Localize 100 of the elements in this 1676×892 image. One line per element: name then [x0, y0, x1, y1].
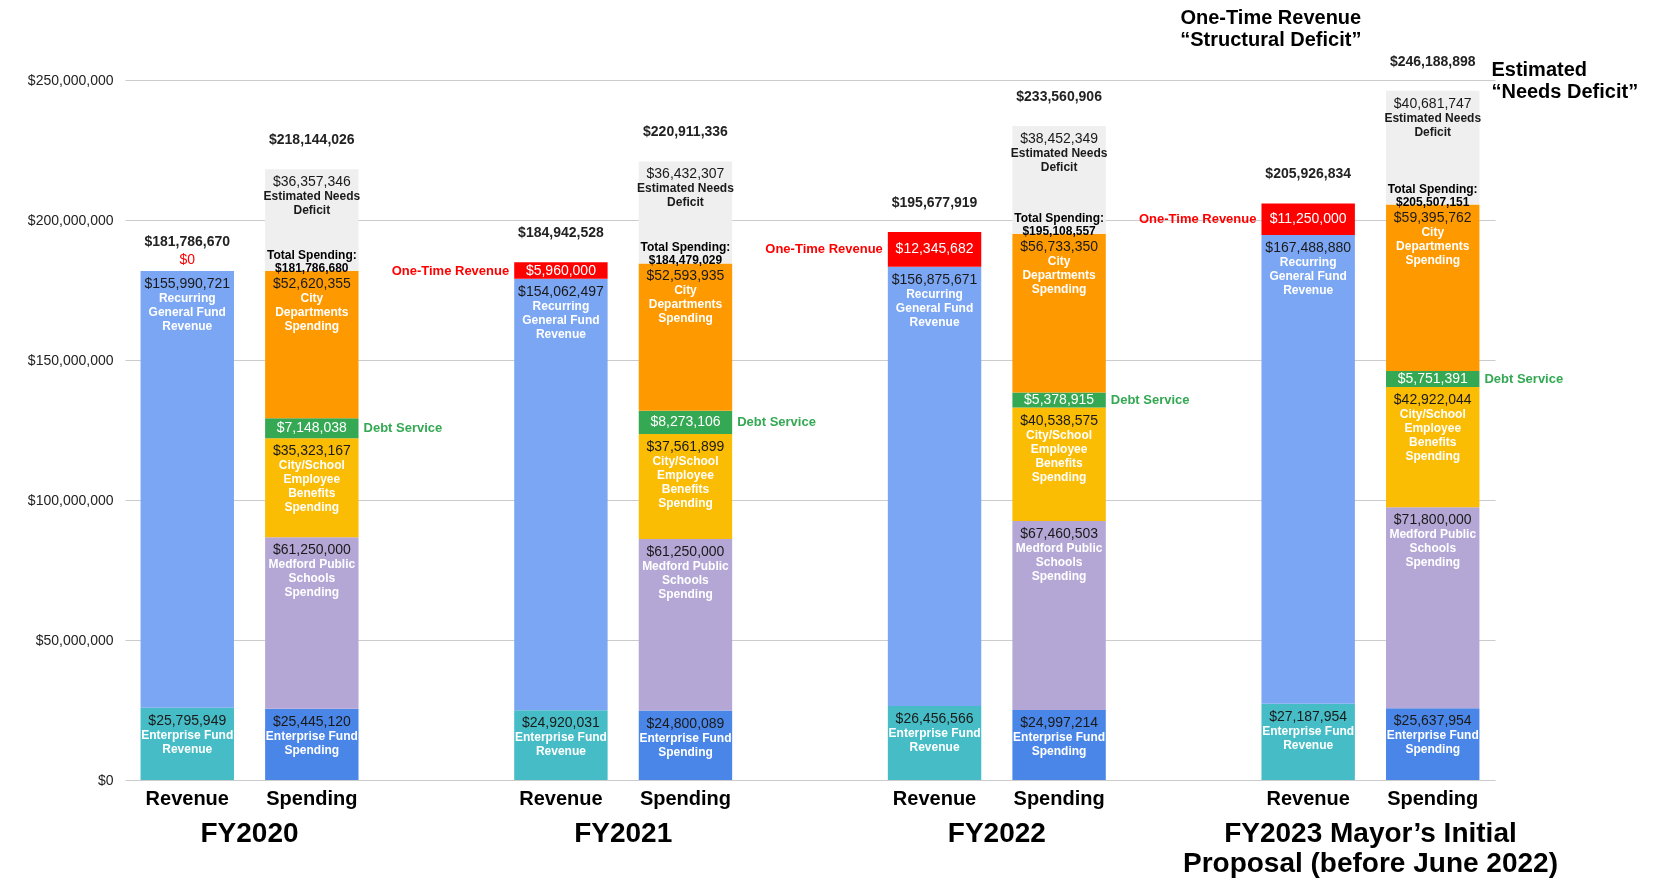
- text: FY2020: [200, 817, 299, 848]
- text: Estimated Needs Deficit: [263, 189, 361, 218]
- text: City Departments Spending: [1022, 253, 1096, 296]
- text: Medford Public Schools Spending: [642, 559, 729, 602]
- series-label: Debt Service: [363, 420, 443, 436]
- data-label: $40,681,747: [1393, 94, 1472, 111]
- total-label: $184,942,528: [518, 224, 604, 241]
- series-label: City Departments Spending: [275, 291, 349, 333]
- data-label: $155,990,721: [144, 275, 231, 291]
- bar: [887, 266, 982, 706]
- annotation: Total Spending: $184,479,029: [640, 240, 731, 268]
- data-label: $156,875,671: [891, 270, 978, 287]
- x-tick-label: Revenue: [145, 786, 229, 809]
- y-tick-label: $200,000,000: [27, 211, 114, 228]
- data-label: $27,187,954: [1269, 707, 1348, 724]
- text: Enterprise Fund Spending: [1386, 728, 1479, 757]
- data-label: $26,456,566: [895, 709, 974, 726]
- x-tick-label: Revenue: [892, 786, 977, 809]
- text: City/School Employee Benefits Spending: [652, 453, 719, 510]
- text: Medford Public Schools Spending: [1389, 527, 1477, 570]
- text: Enterprise Fund Spending: [1013, 730, 1106, 759]
- bar: [1012, 521, 1106, 711]
- text: Recurring General Fund Revenue: [148, 291, 226, 333]
- text: One-Time Revenue: [391, 262, 510, 278]
- text: Recurring General Fund Revenue: [895, 286, 974, 329]
- x-tick-label: Revenue: [1266, 786, 1350, 809]
- data-label: $61,250,000: [272, 541, 351, 558]
- total-label: $246,188,898: [1389, 52, 1476, 69]
- data-label: $167,488,880: [1265, 238, 1352, 255]
- data-label: $5,751,391: [1397, 369, 1468, 386]
- data-label: $12,345,682: [895, 240, 974, 257]
- total-label: $233,560,906: [1016, 88, 1103, 105]
- total-label: $218,144,026: [269, 131, 355, 148]
- text: City Departments Spending: [1396, 224, 1470, 267]
- data-label: $37,561,899: [646, 437, 725, 454]
- data-label: $154,062,497: [518, 282, 604, 299]
- data-label: $25,637,954: [1393, 712, 1472, 729]
- y-tick-label: $0: [97, 771, 114, 788]
- data-label: $56,733,350: [1020, 237, 1099, 254]
- series-label: Enterprise Fund Spending: [265, 728, 358, 757]
- text: One-Time Revenue: [1138, 211, 1257, 227]
- data-label: $24,997,214: [1020, 714, 1099, 731]
- text: Enterprise Fund Revenue: [1262, 723, 1355, 752]
- annotation: Total Spending: $205,507,151: [1387, 181, 1478, 209]
- text: Enterprise Fund Spending: [639, 730, 732, 759]
- text: Enterprise Fund Revenue: [888, 725, 981, 754]
- x-tick-label: Spending: [266, 786, 358, 809]
- total-label: $205,926,834: [1265, 165, 1352, 182]
- series-label: Estimated Needs Deficit: [1384, 110, 1482, 139]
- x-tick-label: Spending: [639, 786, 732, 809]
- bar: [514, 278, 608, 711]
- data-label: $61,250,000: [646, 543, 725, 560]
- bar: [638, 539, 733, 711]
- data-label: $59,395,762: [1393, 208, 1472, 225]
- text: One-Time Revenue “Structural Deficit”: [1180, 6, 1362, 50]
- bar: [265, 537, 359, 709]
- bar: [1386, 507, 1480, 709]
- x-tick-label: Spending: [1013, 786, 1105, 809]
- text: FY2023 Mayor’s Initial Proposal (before June 2022): [1182, 817, 1558, 878]
- y-tick-label: $100,000,000: [27, 491, 114, 508]
- y-tick-label: $150,000,000: [27, 351, 114, 368]
- text: Estimated Needs Deficit: [637, 181, 734, 210]
- total-label: $220,911,336: [643, 123, 729, 140]
- text: Medford Public Schools Spending: [268, 557, 356, 600]
- series-label: Recurring General Fund Revenue: [522, 298, 600, 341]
- y-tick-label: $50,000,000: [35, 631, 114, 648]
- data-label: $24,920,031: [521, 714, 601, 731]
- data-label: $5,960,000: [525, 261, 597, 278]
- series-label: City/School Employee Benefits Spending: [1026, 427, 1093, 484]
- text: Estimated Needs Deficit: [1010, 146, 1108, 175]
- data-label: $8,273,106: [650, 413, 721, 430]
- annotation: Estimated “Needs Deficit”: [1491, 58, 1639, 102]
- data-label: $5,378,915: [1024, 391, 1095, 408]
- text: Debt Service: [1110, 392, 1190, 408]
- data-label: $25,445,120: [272, 712, 351, 729]
- data-label: $36,432,307: [646, 165, 725, 182]
- text: City/School Employee Benefits Spending: [278, 458, 345, 515]
- text: FY2021: [574, 817, 673, 848]
- data-label: $40,538,575: [1020, 411, 1099, 428]
- text: Recurring General Fund Revenue: [1269, 254, 1347, 297]
- text: Debt Service: [1484, 370, 1564, 386]
- data-label: $11,250,000: [1269, 210, 1347, 227]
- annotation: Total Spending: $195,108,557: [1014, 210, 1104, 238]
- text: Enterprise Fund Revenue: [514, 730, 607, 759]
- data-label: $7,148,038: [276, 419, 348, 436]
- data-label: $67,460,503: [1020, 525, 1099, 542]
- data-label: $35,323,167: [272, 442, 351, 459]
- total-label: $181,786,670: [144, 233, 231, 249]
- x-tick-label: Spending: [1387, 786, 1479, 809]
- series-label: Medford Public Schools Spending: [1015, 541, 1103, 584]
- x-tick-label: Revenue: [519, 786, 603, 809]
- data-label: $52,620,355: [272, 275, 351, 291]
- text: Debt Service: [737, 414, 816, 430]
- data-label: $0: [179, 251, 196, 267]
- data-label: $38,452,349: [1020, 130, 1099, 147]
- data-label: $36,357,346: [272, 173, 351, 190]
- text: City Departments Spending: [648, 283, 723, 326]
- total-label: $195,677,919: [891, 194, 978, 211]
- series-label: Enterprise Fund Revenue: [141, 727, 234, 756]
- bar: [1261, 234, 1355, 704]
